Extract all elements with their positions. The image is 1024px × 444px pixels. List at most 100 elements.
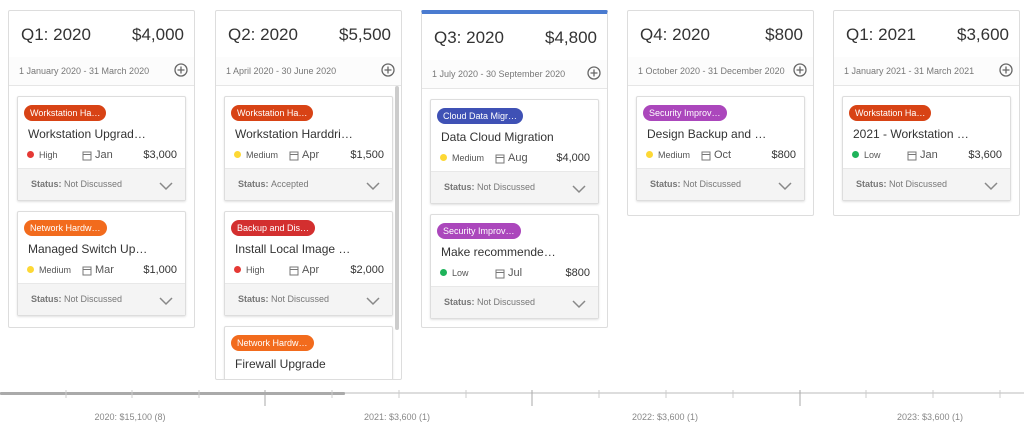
priority-dot [27,151,34,158]
status-label: Status: [856,179,887,189]
card[interactable]: Workstation Ha… Workstation Upgrad… High Ja… [17,96,186,201]
column-total: $4,000 [132,25,184,44]
category-tag: Security Improv… [643,105,727,121]
expand-chevron[interactable] [366,178,380,196]
amount: $2,000 [350,264,384,276]
column-header: Q4: 2020 $800 [628,11,813,57]
card-title: Firewall Upgrade [235,357,326,371]
column: Q2: 2020 $5,500 1 April 2020 - 30 June 202… [215,10,402,380]
month: Apr [302,149,320,161]
priority: Medium [452,153,485,163]
expand-chevron[interactable] [984,178,998,196]
add-button[interactable] [174,63,188,82]
calendar-icon [495,266,505,284]
priority: High [246,265,265,275]
status-label: Status: [444,182,475,192]
priority: Medium [39,265,72,275]
status: Status: Not Discussed [238,294,329,304]
status: Status: Not Discussed [856,179,947,189]
month: Apr [302,264,320,276]
status-value: Not Discussed [477,297,536,307]
status: Status: Not Discussed [31,294,122,304]
add-button[interactable] [587,66,601,85]
add-button[interactable] [999,63,1013,82]
status-bar: Status: Not Discussed [18,283,185,315]
timeline-label: 2023: $3,600 (1) [896,412,964,422]
month: Jul [508,267,523,279]
column-title: Q1: 2021 [846,25,916,44]
month: Jan [95,149,113,161]
card-title: Workstation Harddri… [235,127,353,141]
category-tag: Backup and Dis… [231,220,316,236]
card[interactable]: Workstation Ha… Workstation Harddri… Mediu… [224,96,393,201]
card[interactable]: Security Improv… Design Backup and … Mediu… [636,96,805,201]
expand-chevron[interactable] [366,293,380,311]
category-tag: Security Improv… [437,223,521,239]
column-total: $4,800 [545,28,597,47]
priority-dot [234,151,241,158]
expand-chevron[interactable] [572,181,586,199]
timeline-label: 2020: $15,100 (8) [94,412,166,422]
month: Jun [302,379,320,380]
status-value: Not Discussed [64,294,123,304]
expand-chevron[interactable] [159,178,173,196]
column-total: $800 [765,25,803,44]
calendar-icon [701,148,711,166]
amount: $800 [565,267,590,279]
card-title: Install Local Image … [235,242,351,256]
status-bar: Status: Not Discussed [431,286,598,318]
column-title: Q3: 2020 [434,28,504,47]
card[interactable]: Network Hardw…Firewall UpgradeLowJun$2,0… [224,326,393,380]
priority: High [39,150,58,160]
card[interactable]: Backup and Dis… Install Local Image … High… [224,211,393,316]
category-tag: Workstation Ha… [849,105,932,121]
priority: Medium [658,150,691,160]
month: Aug [508,152,528,164]
priority-dot [440,269,447,276]
month: Jan [920,149,938,161]
calendar-icon [82,263,92,281]
status: Status: Not Discussed [650,179,741,189]
card-title: Make recommende… [441,245,556,259]
card[interactable]: Workstation Ha… 2021 - Workstation … Low Ja… [842,96,1011,201]
calendar-icon [82,148,92,166]
column: Q1: 2020 $4,000 1 January 2020 - 31 March … [8,10,195,328]
category-tag: Network Hardw… [24,220,107,236]
status-bar: Status: Not Discussed [225,283,392,315]
card[interactable]: Security Improv… Make recommende… Low Jul $8… [430,214,599,319]
date-range-text: 1 October 2020 - 31 December 2020 [638,66,785,76]
priority-dot [27,266,34,273]
card[interactable]: Network Hardw… Managed Switch Up… Medium Ma… [17,211,186,316]
expand-chevron[interactable] [572,296,586,314]
status-bar: Status: Not Discussed [18,168,185,200]
status-value: Not Discussed [889,179,948,189]
date-range-text: 1 January 2021 - 31 March 2021 [844,66,975,76]
status: Status: Not Discussed [31,179,122,189]
expand-chevron[interactable] [159,293,173,311]
timeline-label: 2021: $3,600 (1) [363,412,431,422]
status: Status: Not Discussed [444,297,535,307]
status-value: Not Discussed [477,182,536,192]
status-label: Status: [650,179,681,189]
date-range: 1 January 2021 - 31 March 2021 [834,57,1019,86]
card[interactable]: Cloud Data Migr… Data Cloud Migration Medi… [430,99,599,204]
add-button[interactable] [793,63,807,82]
priority: Low [452,268,469,278]
status-bar: Status: Accepted [225,168,392,200]
card-title: Managed Switch Up… [28,242,148,256]
amount: $3,000 [143,149,177,161]
date-range: 1 January 2020 - 31 March 2020 [9,57,194,86]
priority-dot [852,151,859,158]
calendar-icon [289,263,299,281]
category-tag: Network Hardw… [231,335,314,351]
month: Mar [95,264,114,276]
expand-chevron[interactable] [778,178,792,196]
status-value: Not Discussed [64,179,123,189]
priority-dot [234,266,241,273]
status: Status: Not Discussed [444,182,535,192]
date-range: 1 October 2020 - 31 December 2020 [628,57,813,86]
add-button[interactable] [381,63,395,82]
category-tag: Cloud Data Migr… [437,108,524,124]
priority-dot [646,151,653,158]
